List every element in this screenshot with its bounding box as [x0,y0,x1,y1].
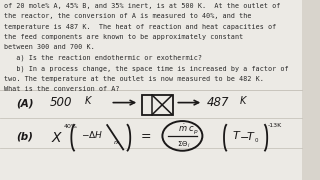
Text: $-$: $-$ [239,131,250,141]
Text: What is the conversion of A?: What is the conversion of A? [4,86,119,92]
Text: rx: rx [114,140,120,145]
Text: $_0$: $_0$ [254,136,259,145]
Text: a) Is the reaction endothermic or exothermic?: a) Is the reaction endothermic or exothe… [4,55,202,61]
Text: the feed components are known to be approximately constant: the feed components are known to be appr… [4,34,243,40]
Text: the reactor, the conversion of A is measured to 40%, and the: the reactor, the conversion of A is meas… [4,13,251,19]
Text: 500: 500 [50,96,72,109]
Text: between 300 and 700 K.: between 300 and 700 K. [4,44,95,50]
Text: of 20 mole% A, 45% B, and 35% inert, is at 500 K.  At the outlet of: of 20 mole% A, 45% B, and 35% inert, is … [4,3,280,9]
Text: (b): (b) [16,132,33,142]
Bar [142,94,173,115]
Text: temperature is 487 K.  The heat of reaction and heat capacities of: temperature is 487 K. The heat of reacti… [4,24,276,30]
Text: K: K [85,96,91,106]
Text: $T$: $T$ [232,129,241,141]
Text: $\dot{m}\ c_p$: $\dot{m}\ c_p$ [178,123,198,137]
Text: -13K: -13K [267,123,282,128]
Bar [302,0,320,180]
Text: b) In a process change, the space time is increased by a factor of: b) In a process change, the space time i… [4,65,288,72]
Text: 487: 487 [206,96,229,109]
Text: $T$: $T$ [246,130,255,142]
Text: $\Sigma\Theta_i$: $\Sigma\Theta_i$ [177,140,190,150]
Text: (A): (A) [16,98,34,109]
Text: two. The temperature at the outlet is now measured to be 482 K.: two. The temperature at the outlet is no… [4,76,264,82]
Text: $-\Delta H$: $-\Delta H$ [81,129,103,141]
Text: K: K [240,96,246,106]
Text: X: X [51,131,61,145]
Text: =: = [141,130,151,143]
Text: 40%: 40% [63,124,77,129]
